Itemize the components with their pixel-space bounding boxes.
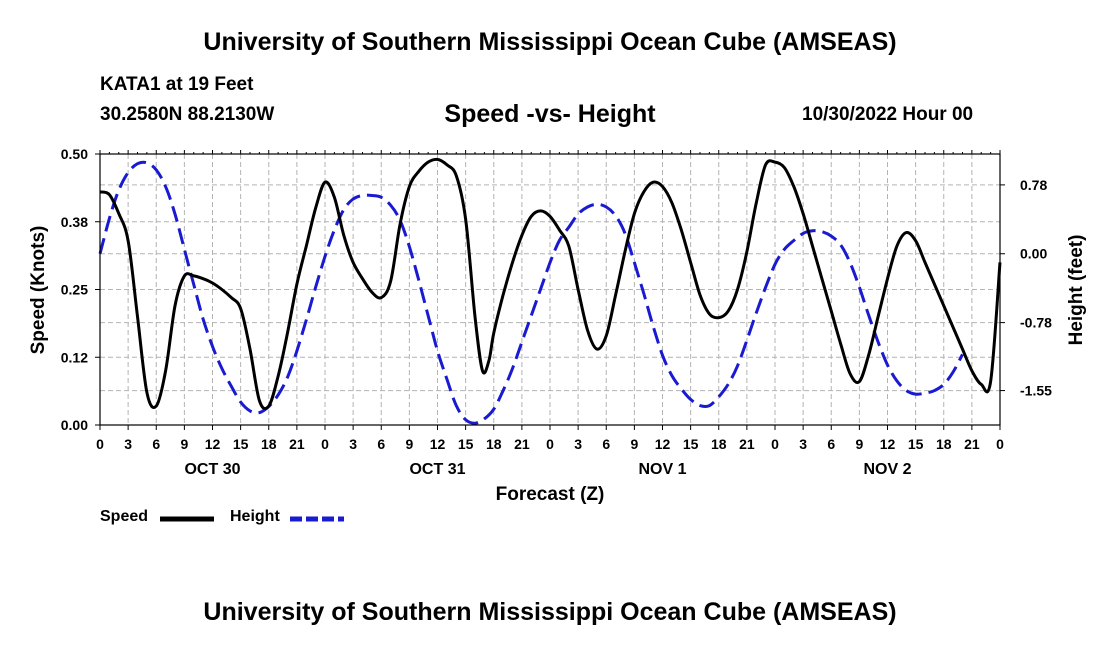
x-tick-label: 21: [739, 436, 755, 452]
x-tick-label: 15: [233, 436, 249, 452]
main-title: University of Southern Mississippi Ocean…: [203, 28, 897, 56]
x-tick-label: 0: [771, 436, 779, 452]
day-label: NOV 1: [638, 461, 686, 478]
legend-speed-swatch: [160, 516, 214, 522]
axes: 0 3 6 9 12 15 18 21 0 3 6 9 12 15 18 21 0 3 6 9 12 15 18 21 0 3 6 9…: [61, 146, 1052, 478]
day-label: NOV 2: [863, 461, 911, 478]
x-tick-label: 3: [574, 436, 582, 452]
x-axis-label: Forecast (Z): [496, 484, 605, 505]
x-tick-label: 3: [349, 436, 357, 452]
x-tick-label: 6: [377, 436, 385, 452]
forecast-date: 10/30/2022 Hour 00: [802, 104, 974, 125]
y2-tick-label: -1.55: [1020, 383, 1052, 399]
x-tick-label: 21: [964, 436, 980, 452]
x-tick-label: 15: [683, 436, 699, 452]
day-label: OCT 31: [409, 461, 465, 478]
x-tick-label: 18: [261, 436, 277, 452]
station-coordinates: 30.2580N 88.2130W: [100, 104, 275, 125]
y-tick-label: 0.38: [61, 214, 88, 230]
y2-axis-label: Height (feet): [1066, 235, 1087, 346]
legend-speed-label: Speed: [100, 508, 149, 525]
x-tick-label: 21: [514, 436, 530, 452]
footer-title: University of Southern Mississippi Ocean…: [203, 598, 897, 626]
legend-height-label: Height: [230, 508, 280, 525]
y-tick-label: 0.50: [61, 146, 88, 162]
x-tick-label: 9: [855, 436, 863, 452]
x-tick-label: 6: [827, 436, 835, 452]
series-lines: [98, 157, 1002, 425]
x-tick-label: 6: [602, 436, 610, 452]
y-tick-label: 0.00: [61, 417, 88, 433]
x-tick-label: 3: [124, 436, 132, 452]
x-tick-label: 3: [799, 436, 807, 452]
x-tick-label: 18: [711, 436, 727, 452]
x-tick-label: 9: [180, 436, 188, 452]
x-tick-label: 15: [908, 436, 924, 452]
x-tick-label: 21: [289, 436, 305, 452]
x-tick-label: 9: [630, 436, 638, 452]
station-name: KATA1 at 19 Feet: [100, 74, 254, 95]
y-tick-label: 0.25: [61, 282, 88, 298]
legend-height-swatch: [290, 516, 344, 522]
x-tick-label: 12: [880, 436, 896, 452]
x-tick-label: 0: [546, 436, 554, 452]
x-tick-label: 18: [936, 436, 952, 452]
chart-subtitle: Speed -vs- Height: [444, 100, 656, 128]
height-series-line: [98, 160, 964, 425]
x-tick-label: 18: [486, 436, 502, 452]
y-axis-label: Speed (Knots): [28, 226, 49, 355]
x-tick-label: 0: [996, 436, 1004, 452]
x-tick-label: 6: [152, 436, 160, 452]
speed-height-chart: 0 3 6 9 12 15 18 21 0 3 6 9 12 15 18 21 0 3 6 9 12 15 18 21 0 3 6 9…: [28, 146, 1087, 505]
speed-series-line: [99, 157, 1002, 411]
day-label: OCT 30: [184, 461, 240, 478]
x-tick-label: 0: [321, 436, 329, 452]
y-tick-label: 0.12: [61, 349, 88, 365]
x-tick-label: 12: [655, 436, 671, 452]
y2-tick-label: 0.78: [1020, 177, 1047, 193]
x-tick-label: 12: [205, 436, 221, 452]
x-tick-label: 9: [405, 436, 413, 452]
x-tick-label: 0: [96, 436, 104, 452]
y2-tick-label: 0.00: [1020, 246, 1047, 262]
grid-lines: [100, 154, 1000, 425]
x-tick-label: 15: [458, 436, 474, 452]
x-tick-label: 12: [430, 436, 446, 452]
y2-tick-label: -0.78: [1020, 315, 1052, 331]
